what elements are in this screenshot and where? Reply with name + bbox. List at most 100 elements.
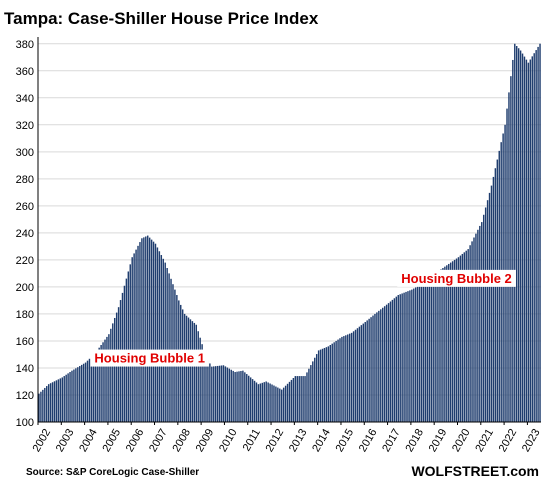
bar — [286, 383, 289, 422]
bar — [399, 294, 401, 422]
bar — [535, 50, 537, 423]
y-tick-label-180: 180 — [16, 309, 34, 321]
bar — [426, 279, 429, 422]
bar — [154, 243, 157, 422]
bar — [160, 255, 163, 422]
bar — [438, 270, 440, 422]
bar — [385, 304, 388, 422]
bar — [135, 249, 137, 422]
bar — [317, 350, 320, 422]
bar — [224, 366, 227, 422]
bar — [449, 262, 452, 422]
bar — [49, 383, 52, 422]
bar — [244, 372, 246, 422]
x-tick-label-2021: 2021 — [473, 427, 496, 454]
y-tick-label-300: 300 — [16, 147, 34, 159]
bar — [517, 48, 520, 422]
bar — [352, 331, 355, 422]
bar — [383, 306, 386, 422]
bar — [255, 382, 258, 422]
bar — [448, 263, 450, 422]
bar — [364, 322, 366, 422]
bar — [428, 278, 431, 422]
bar — [86, 360, 89, 422]
bar — [461, 253, 464, 422]
bar — [100, 345, 102, 422]
bar — [205, 357, 207, 422]
bar — [261, 382, 264, 422]
bar — [424, 281, 427, 422]
x-tick-label-2003: 2003 — [54, 427, 77, 454]
bar — [389, 301, 392, 422]
bar — [381, 307, 384, 422]
bar — [77, 367, 79, 422]
bar — [430, 276, 432, 422]
bar — [310, 365, 312, 422]
x-tick-label-2020: 2020 — [450, 427, 473, 454]
bar — [471, 241, 473, 422]
bar — [292, 378, 295, 422]
bar — [40, 391, 42, 422]
bar — [395, 296, 398, 422]
bar — [477, 229, 479, 422]
bar — [327, 346, 330, 422]
bar — [432, 274, 434, 422]
bar — [197, 331, 199, 422]
bar — [442, 268, 444, 422]
bar — [189, 319, 192, 422]
bar — [143, 237, 145, 422]
bar — [44, 387, 46, 422]
y-tick-label-220: 220 — [16, 255, 34, 267]
bar — [451, 261, 454, 422]
bar — [141, 238, 143, 422]
bar — [345, 335, 347, 422]
y-tick-label-240: 240 — [16, 228, 34, 240]
annotation-box — [90, 349, 209, 367]
bar — [397, 295, 399, 422]
annotation-label: Housing Bubble 1 — [94, 351, 205, 366]
bar — [46, 386, 48, 422]
bar — [65, 374, 67, 422]
bar — [393, 298, 396, 422]
bar — [446, 265, 448, 422]
bar — [55, 380, 58, 422]
bar — [228, 368, 231, 422]
bar — [218, 365, 221, 422]
bar — [436, 272, 438, 422]
bar — [370, 317, 372, 422]
bar — [263, 382, 265, 422]
bar — [51, 382, 54, 422]
bar — [147, 235, 149, 422]
bar — [465, 250, 467, 422]
y-tick-label-320: 320 — [16, 120, 34, 132]
bar — [57, 379, 60, 422]
bar — [453, 259, 456, 422]
bar — [257, 384, 260, 422]
bar — [246, 374, 248, 422]
bar — [516, 46, 518, 422]
bar — [106, 336, 108, 422]
bar — [98, 347, 100, 422]
bar — [473, 237, 475, 422]
x-tick-label-2004: 2004 — [77, 427, 100, 454]
bar — [67, 373, 69, 422]
source-label: Source: S&P CoreLogic Case-Shiller — [26, 467, 199, 478]
bar — [259, 383, 262, 422]
bar — [416, 286, 419, 422]
bar — [339, 338, 341, 422]
bar — [331, 343, 333, 422]
bar — [413, 288, 415, 422]
bar — [362, 323, 365, 422]
bar — [201, 344, 203, 422]
bar — [273, 385, 275, 422]
bar — [333, 342, 335, 422]
bar — [199, 337, 201, 422]
bar — [294, 376, 297, 422]
bar — [94, 353, 97, 422]
grid-lines — [38, 43, 541, 396]
bar — [164, 262, 166, 422]
bar — [214, 366, 217, 422]
bar — [512, 59, 514, 423]
bar — [271, 384, 273, 422]
